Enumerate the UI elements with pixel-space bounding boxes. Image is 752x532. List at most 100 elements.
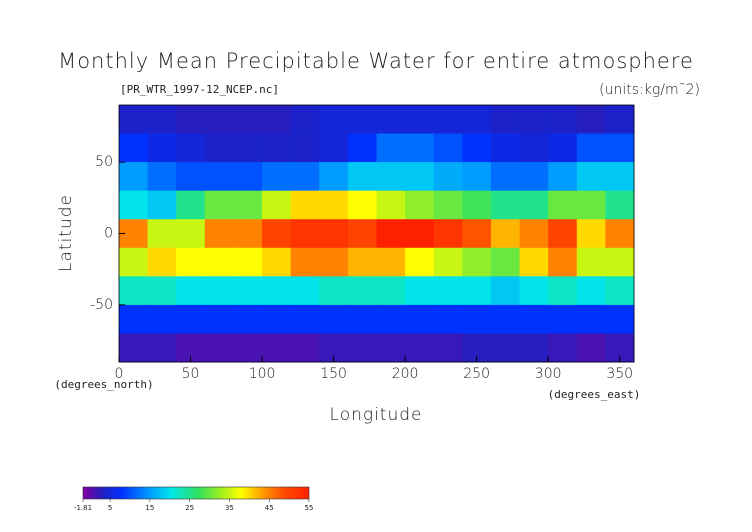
x-tick-label: 250 bbox=[463, 366, 490, 382]
x-tick-label: 350 bbox=[606, 366, 633, 382]
x-tick-label: 300 bbox=[535, 366, 562, 382]
heat-cell bbox=[548, 105, 578, 135]
colorbar-tick-label: 35 bbox=[225, 504, 234, 512]
heat-cell bbox=[290, 276, 320, 306]
heat-cell bbox=[262, 304, 292, 334]
heat-cell bbox=[605, 162, 635, 192]
heat-cell bbox=[462, 133, 492, 163]
heat-cell bbox=[605, 219, 635, 249]
heat-cell bbox=[548, 304, 578, 334]
y-axis-label: Latitude bbox=[56, 194, 76, 272]
heat-cell bbox=[347, 105, 377, 135]
colorbar-tick-label: 5 bbox=[108, 504, 112, 512]
heat-cell bbox=[319, 190, 349, 220]
heat-cell bbox=[319, 105, 349, 135]
heat-cell bbox=[490, 162, 521, 192]
heat-cell bbox=[548, 276, 578, 306]
heat-cell bbox=[433, 304, 463, 334]
heat-cell bbox=[233, 162, 263, 192]
heat-cell bbox=[176, 105, 206, 135]
colorbar-tick-label: 45 bbox=[265, 504, 274, 512]
heat-cell bbox=[490, 190, 521, 220]
heat-cell bbox=[347, 247, 377, 277]
heat-cell bbox=[433, 162, 463, 192]
heat-cell bbox=[462, 190, 492, 220]
heat-cell bbox=[433, 247, 463, 277]
heat-cell bbox=[462, 247, 492, 277]
heat-cell bbox=[290, 162, 320, 192]
colorbar-tick-label: -1.81 bbox=[74, 504, 92, 512]
heat-cell bbox=[147, 190, 177, 220]
heat-cell bbox=[576, 133, 606, 163]
heat-cell bbox=[576, 304, 606, 334]
y-unit: (degrees_north) bbox=[54, 378, 153, 391]
heat-cell bbox=[233, 105, 263, 135]
heat-cell bbox=[605, 190, 635, 220]
heat-cell bbox=[605, 276, 635, 306]
heat-cell bbox=[548, 219, 578, 249]
heat-cell bbox=[462, 304, 492, 334]
y-tick-label: 50 bbox=[95, 154, 113, 170]
heat-cell bbox=[490, 219, 521, 249]
heat-cell bbox=[376, 333, 406, 363]
heat-cell bbox=[548, 333, 578, 363]
x-tick-label: 0 bbox=[115, 366, 124, 382]
x-tick-label: 100 bbox=[249, 366, 276, 382]
y-tick-label: -50 bbox=[90, 297, 113, 313]
heat-cell bbox=[548, 190, 578, 220]
heat-cell bbox=[290, 133, 320, 163]
heat-cell bbox=[233, 304, 263, 334]
heat-cell bbox=[433, 190, 463, 220]
heat-cell bbox=[490, 133, 521, 163]
heat-cell bbox=[319, 219, 349, 249]
heat-cell bbox=[119, 133, 149, 163]
heat-cell bbox=[519, 304, 549, 334]
colorbar-tick-label: 15 bbox=[145, 504, 154, 512]
heat-cell bbox=[405, 219, 435, 249]
heat-cell bbox=[490, 333, 521, 363]
heat-cell bbox=[262, 162, 292, 192]
heat-cell bbox=[262, 190, 292, 220]
heat-cell bbox=[576, 247, 606, 277]
heat-cell bbox=[405, 105, 435, 135]
heat-cell bbox=[204, 105, 234, 135]
heat-cell bbox=[319, 162, 349, 192]
heat-cell bbox=[576, 333, 606, 363]
heat-cell bbox=[433, 219, 463, 249]
heat-cell bbox=[262, 105, 292, 135]
x-tick-label: 200 bbox=[392, 366, 419, 382]
chart-title: Monthly Mean Precipitable Water for enti… bbox=[58, 49, 694, 73]
heat-cell bbox=[290, 247, 320, 277]
heat-cell bbox=[576, 219, 606, 249]
heat-cell bbox=[462, 276, 492, 306]
heat-cell bbox=[519, 133, 549, 163]
heat-cell bbox=[519, 276, 549, 306]
heat-cell bbox=[405, 276, 435, 306]
heat-cell bbox=[319, 133, 349, 163]
heat-cell bbox=[204, 133, 234, 163]
heat-cell bbox=[176, 162, 206, 192]
heat-cell bbox=[376, 105, 406, 135]
heat-cell bbox=[376, 276, 406, 306]
heat-cell bbox=[405, 190, 435, 220]
heat-cell bbox=[433, 333, 463, 363]
heat-cell bbox=[405, 247, 435, 277]
heat-cell bbox=[147, 162, 177, 192]
heat-cell bbox=[262, 247, 292, 277]
subtitle: [PR_WTR_1997-12_NCEP.nc] bbox=[120, 83, 279, 96]
heat-cell bbox=[376, 304, 406, 334]
heat-cell bbox=[119, 304, 149, 334]
heat-cell bbox=[519, 105, 549, 135]
heat-cell bbox=[576, 162, 606, 192]
heat-cell bbox=[548, 133, 578, 163]
heat-cell bbox=[204, 190, 234, 220]
heat-cell bbox=[290, 105, 320, 135]
heat-cell bbox=[605, 133, 635, 163]
heat-cell bbox=[119, 162, 149, 192]
heat-cell bbox=[119, 247, 149, 277]
heat-cell bbox=[262, 276, 292, 306]
x-tick-label: 50 bbox=[182, 366, 200, 382]
heat-cell bbox=[433, 133, 463, 163]
heat-cell bbox=[576, 276, 606, 306]
